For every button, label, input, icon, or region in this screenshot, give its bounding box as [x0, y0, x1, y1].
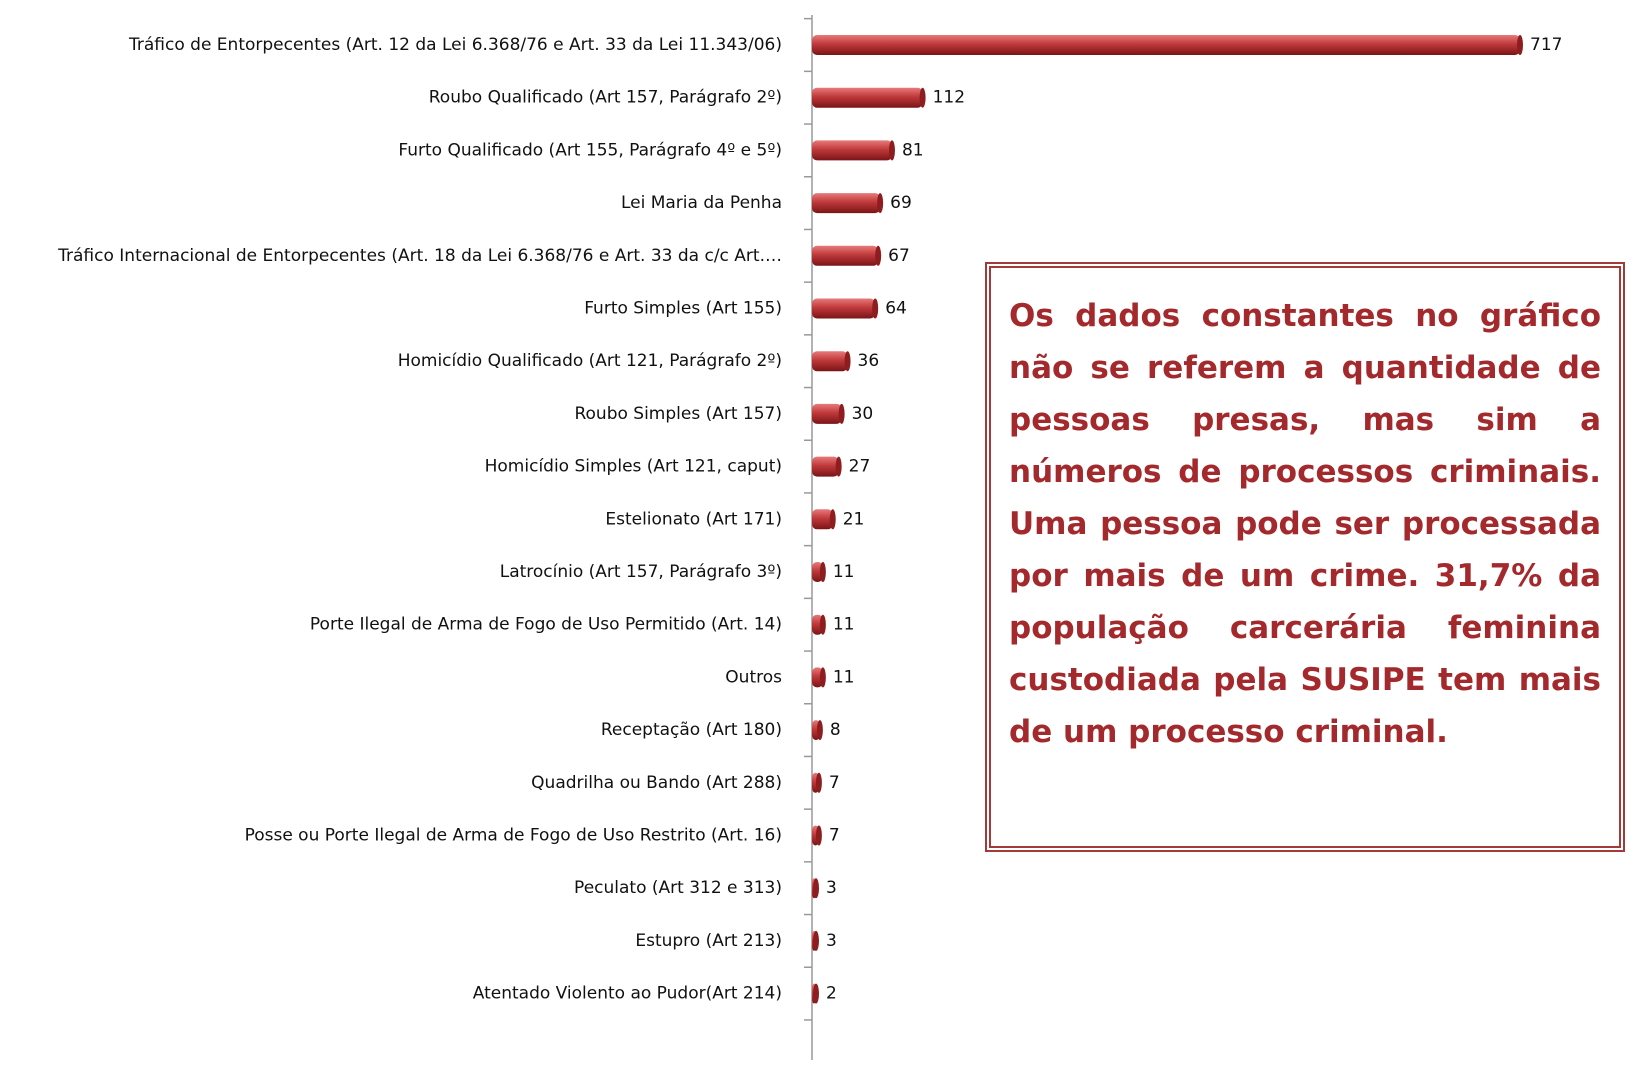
bar — [812, 614, 823, 635]
data-label: 69 — [890, 193, 912, 213]
data-label: 11 — [833, 562, 855, 582]
bar — [812, 87, 923, 108]
bar-cap — [919, 87, 926, 108]
data-label: 11 — [833, 615, 855, 635]
y-tick-label: Tráfico Internacional de Entorpecentes (… — [57, 246, 782, 266]
data-label: 112 — [933, 88, 965, 108]
y-tick-label: Peculato (Art 312 e 313) — [574, 878, 782, 898]
data-label: 81 — [902, 140, 924, 160]
y-tick-label: Latrocínio (Art 157, Parágrafo 3º) — [500, 562, 782, 582]
y-tick-label: Homicídio Simples (Art 121, caput) — [485, 457, 782, 477]
data-label: 67 — [888, 246, 910, 266]
data-label: 36 — [858, 351, 880, 371]
bar — [812, 562, 823, 582]
bar — [812, 245, 879, 266]
data-label: 64 — [885, 299, 907, 319]
bar — [812, 509, 833, 530]
bar-cap — [813, 983, 819, 1004]
bar-cap — [844, 351, 851, 372]
annotation: Os dados constantes no gráfico não se re… — [985, 262, 1625, 852]
y-tick-label: Homicídio Qualificado (Art 121, Parágraf… — [398, 351, 782, 371]
y-tick-label: Receptação (Art 180) — [601, 720, 782, 740]
bar-cap — [819, 667, 826, 688]
data-label: 7 — [829, 773, 840, 793]
bar-cap — [888, 140, 895, 161]
data-label: 8 — [830, 720, 841, 740]
data-label: 717 — [1530, 35, 1562, 55]
bar-cap — [815, 825, 822, 846]
y-tick-label: Lei Maria da Penha — [621, 193, 782, 213]
bar-cap — [819, 614, 826, 635]
bar — [812, 667, 823, 688]
y-tick-label: Outros — [725, 667, 782, 687]
bar — [812, 351, 848, 372]
data-label: 11 — [833, 667, 855, 687]
y-tick-label: Posse ou Porte Ilegal de Arma de Fogo de… — [245, 826, 782, 846]
y-tick-label: Porte Ilegal de Arma de Fogo de Uso Perm… — [310, 615, 782, 635]
bar — [812, 193, 881, 214]
bar-cap — [813, 930, 819, 951]
y-tick-label: Quadrilha ou Bando (Art 288) — [531, 773, 782, 793]
y-tick-label: Estupro (Art 213) — [635, 931, 782, 951]
data-label: 27 — [849, 457, 871, 477]
y-tick-label: Furto Qualificado (Art 155, Parágrafo 4º… — [398, 140, 782, 160]
data-label: 30 — [852, 404, 874, 424]
data-label: 7 — [829, 826, 840, 846]
bar-cap — [835, 456, 842, 477]
bar-cap — [877, 193, 884, 214]
y-tick-label: Estelionato (Art 171) — [605, 509, 782, 529]
y-tick-label: Roubo Qualificado (Art 157, Parágrafo 2º… — [429, 88, 782, 108]
y-tick-label: Atentado Violento ao Pudor(Art 214) — [473, 984, 782, 1004]
data-label: 2 — [826, 984, 837, 1004]
data-label: 21 — [843, 509, 865, 529]
bar-cap — [829, 509, 836, 530]
data-label: 3 — [826, 931, 837, 951]
y-tick-label: Tráfico de Entorpecentes (Art. 12 da Lei… — [128, 35, 782, 55]
bar-cap — [813, 878, 819, 899]
bar-cap — [1517, 35, 1523, 55]
y-tick-label: Roubo Simples (Art 157) — [574, 404, 782, 424]
data-label: 3 — [826, 878, 837, 898]
bar — [812, 298, 876, 319]
bar-cap — [819, 562, 826, 582]
bar — [812, 35, 1520, 55]
bar-cap — [872, 298, 879, 319]
bar — [812, 140, 892, 161]
bar-cap — [815, 772, 822, 793]
bar-cap — [816, 720, 823, 741]
bar-cap — [838, 403, 845, 424]
bar — [812, 456, 839, 477]
bar-cap — [875, 245, 882, 266]
bar — [812, 403, 842, 424]
y-tick-label: Furto Simples (Art 155) — [584, 299, 782, 319]
